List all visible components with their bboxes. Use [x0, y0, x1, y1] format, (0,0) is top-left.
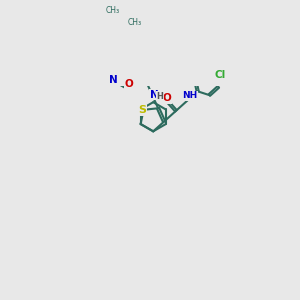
Text: Cl: Cl [215, 70, 226, 80]
Text: CH₃: CH₃ [106, 6, 120, 15]
Text: O: O [125, 79, 134, 89]
Text: N: N [150, 90, 159, 100]
Text: O: O [163, 93, 172, 103]
Text: H: H [157, 92, 164, 101]
Text: N: N [109, 75, 118, 85]
Text: NH: NH [182, 91, 197, 100]
Text: S: S [139, 105, 147, 115]
Text: CH₃: CH₃ [127, 18, 141, 27]
